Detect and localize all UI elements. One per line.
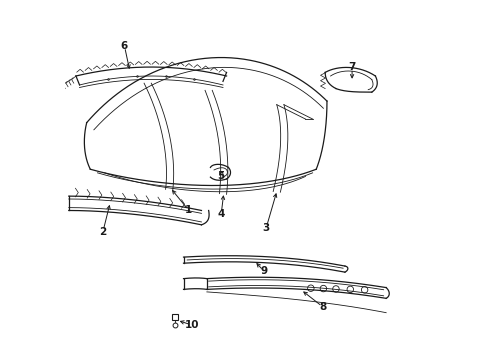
Text: 6: 6 [121, 41, 128, 50]
Text: 7: 7 [347, 62, 355, 72]
Text: 5: 5 [217, 171, 224, 181]
Text: 3: 3 [262, 224, 269, 233]
Text: 9: 9 [260, 266, 267, 276]
Text: 4: 4 [217, 209, 224, 219]
Text: 10: 10 [185, 320, 199, 330]
Text: 1: 1 [185, 206, 192, 216]
Text: 2: 2 [99, 227, 106, 237]
Text: 8: 8 [319, 302, 326, 312]
